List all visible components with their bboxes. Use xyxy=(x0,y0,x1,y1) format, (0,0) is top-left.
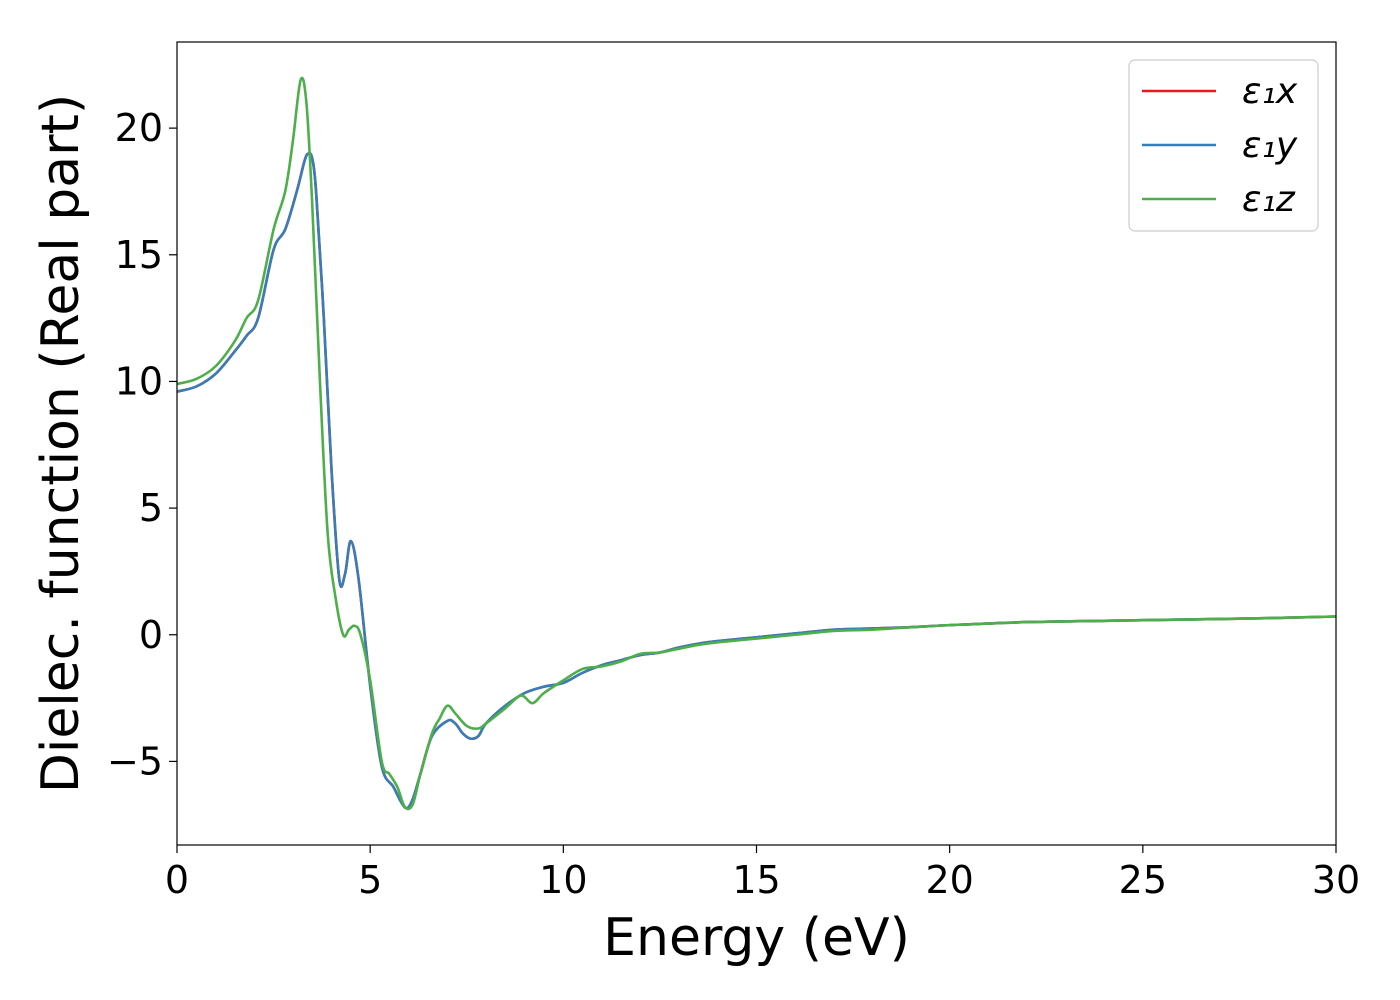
x-tick-label: 0 xyxy=(165,858,189,902)
y-tick-label: −5 xyxy=(107,739,163,783)
series-layer xyxy=(176,76,1337,811)
y-tick-label: 5 xyxy=(139,486,163,530)
x-tick-label: 25 xyxy=(1119,858,1167,902)
y-axis: −5 0 5 10 15 20 xyxy=(107,106,177,783)
legend-label: ε₁x xyxy=(1242,71,1298,112)
y-axis-title: Dielec. function (Real part) xyxy=(31,94,91,793)
x-tick-label: 15 xyxy=(732,858,780,902)
y-tick-label: 0 xyxy=(139,613,163,657)
series-line-3 xyxy=(176,76,1337,811)
legend-box xyxy=(1128,59,1319,232)
x-tick-label: 20 xyxy=(925,858,973,902)
x-tick-label: 30 xyxy=(1312,858,1360,902)
x-tick-label: 10 xyxy=(539,858,587,902)
y-tick-label: 10 xyxy=(115,359,163,403)
legend: ε₁x ε₁y ε₁z xyxy=(1128,59,1319,232)
x-tick-label: 5 xyxy=(358,858,382,902)
y-tick-label: 20 xyxy=(115,106,163,150)
y-tick-label: 15 xyxy=(115,233,163,277)
legend-label: ε₁z xyxy=(1242,179,1296,220)
x-axis-title: Energy (eV) xyxy=(603,908,910,968)
x-axis: 0 5 10 15 20 25 30 xyxy=(165,845,1360,902)
legend-label: ε₁y xyxy=(1242,125,1298,166)
